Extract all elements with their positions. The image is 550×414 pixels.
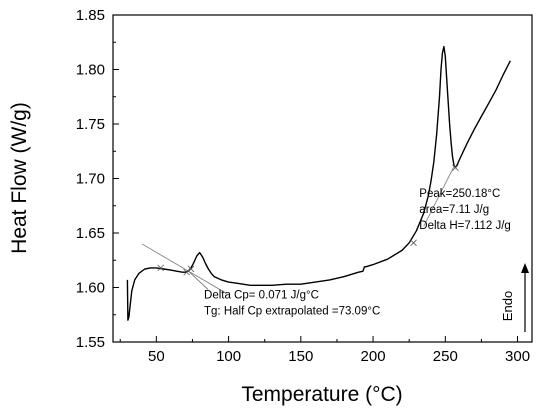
y-tick-label: 1.70 bbox=[76, 171, 105, 188]
annotation-text: Tg: Half Cp extrapolated =73.09°C bbox=[204, 305, 380, 317]
annotation-text: Delta Cp= 0.071 J/g°C bbox=[204, 289, 319, 301]
annotation-leader bbox=[189, 271, 209, 290]
y-tick-label: 1.60 bbox=[76, 280, 105, 297]
y-tick-labels: 1.55 1.60 1.65 1.70 1.75 1.80 1.85 bbox=[76, 7, 105, 351]
x-tick-label: 200 bbox=[361, 348, 386, 365]
annotation-text: Peak=250.18°C bbox=[419, 188, 500, 200]
heat-flow-curve bbox=[126, 45, 511, 321]
x-tick-label: 150 bbox=[288, 348, 313, 365]
annotation-text: area=7.11 J/g bbox=[419, 204, 489, 216]
x-tick-label: 50 bbox=[148, 348, 165, 365]
endo-arrow-head bbox=[521, 263, 529, 273]
marker-cross bbox=[452, 164, 459, 171]
y-tick-label: 1.80 bbox=[76, 62, 105, 79]
baseline-markers bbox=[157, 164, 459, 276]
annotation-text: Delta H=7.112 J/g bbox=[419, 220, 511, 232]
y-axis-title: Heat Flow (W/g) bbox=[8, 102, 31, 254]
marker-cross bbox=[157, 264, 164, 272]
endo-indicator: Endo bbox=[500, 263, 529, 332]
marker-cross bbox=[183, 268, 190, 276]
x-tick-label: 250 bbox=[433, 348, 458, 365]
marker-cross bbox=[410, 239, 417, 247]
x-tick-labels: 50 100 150 200 250 300 bbox=[148, 348, 530, 365]
axis-ticks bbox=[113, 14, 519, 343]
annotations: Delta Cp= 0.071 J/g°C Tg: Half Cp extrapo… bbox=[189, 188, 511, 317]
y-tick-label: 1.55 bbox=[76, 334, 105, 351]
endo-label: Endo bbox=[500, 291, 515, 321]
y-tick-label: 1.85 bbox=[76, 7, 105, 24]
plot-frame bbox=[112, 14, 533, 343]
marker-cross bbox=[187, 265, 195, 273]
y-tick-label: 1.75 bbox=[76, 116, 105, 133]
baseline-line bbox=[141, 243, 226, 294]
x-tick-label: 300 bbox=[505, 348, 530, 365]
baseline-line bbox=[423, 166, 455, 227]
y-tick-label: 1.65 bbox=[76, 225, 105, 242]
baseline-lines bbox=[141, 166, 455, 294]
x-axis-title: Temperature (°C) bbox=[241, 383, 402, 406]
x-tick-label: 100 bbox=[216, 348, 241, 365]
